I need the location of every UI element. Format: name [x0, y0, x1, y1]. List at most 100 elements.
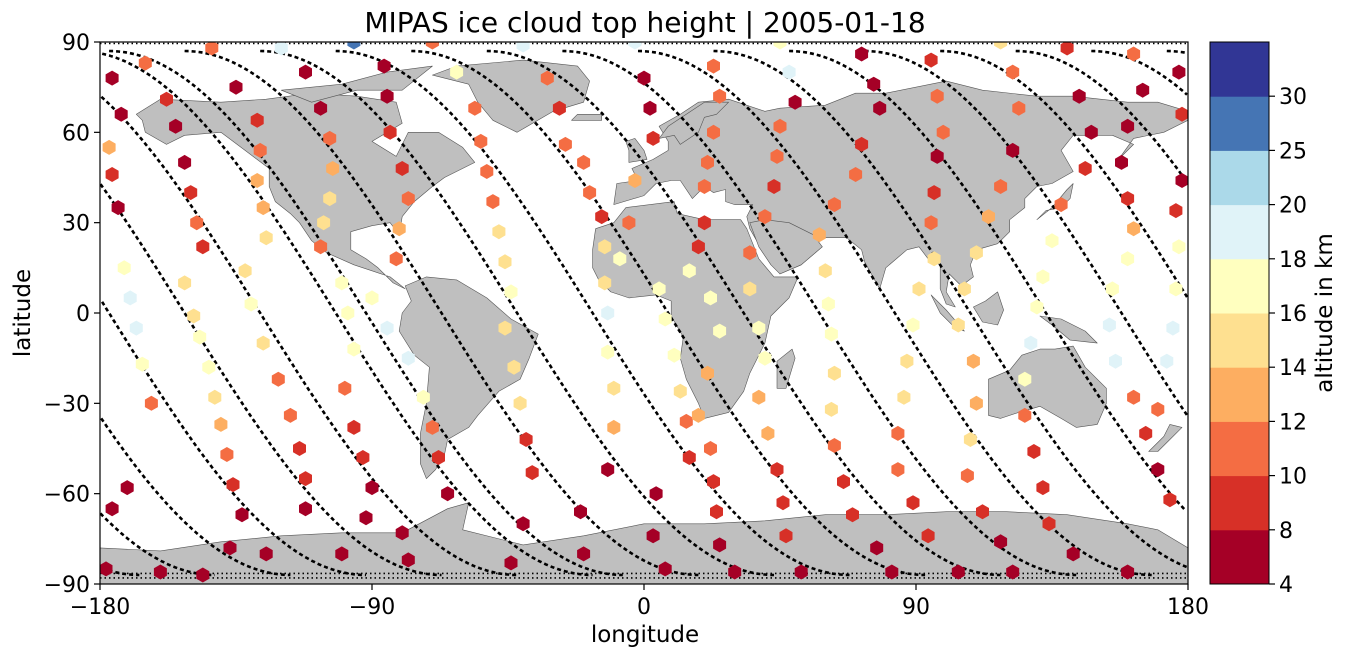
colorbar-tick-label: 14: [1279, 356, 1307, 381]
cloud-point: [1036, 269, 1050, 285]
colorbar-tick-label: 20: [1279, 194, 1307, 219]
y-tick-label: 90: [62, 31, 90, 56]
cloud-point: [1012, 100, 1026, 116]
cloud-point: [105, 70, 119, 86]
cloud-point: [380, 88, 394, 104]
cloud-point: [283, 407, 297, 423]
land-new-zealand: [1148, 424, 1183, 452]
land-scandinavia: [658, 101, 729, 145]
cloud-point: [930, 148, 944, 164]
cloud-point: [658, 311, 672, 327]
cloud-point: [682, 450, 696, 465]
cloud-point: [196, 567, 210, 583]
cloud-point: [691, 407, 705, 423]
orbit-track: [637, 49, 1152, 577]
cloud-point: [105, 167, 119, 182]
cloud-point: [347, 341, 361, 357]
cloud-point: [994, 42, 1008, 50]
cloud-point: [220, 447, 234, 462]
orbit-track: [713, 49, 1188, 569]
cloud-point: [450, 64, 464, 80]
orbit-track: [864, 49, 1188, 416]
cloud-point: [356, 450, 370, 465]
orbit-track: [1015, 49, 1188, 182]
cloud-point: [577, 546, 591, 562]
cloud-point: [425, 419, 439, 435]
cloud-point: [129, 320, 143, 336]
cloud-point: [761, 425, 775, 441]
cloud-point: [468, 100, 482, 116]
cloud-point: [498, 320, 512, 336]
cloud-point: [1121, 191, 1135, 207]
cloud-point: [120, 480, 134, 496]
cloud-point: [293, 441, 306, 456]
cloud-point: [652, 281, 666, 297]
cloud-point: [1127, 389, 1141, 405]
cloud-point: [767, 179, 781, 194]
cloud-point: [1018, 371, 1032, 387]
orbit-track: [100, 417, 291, 577]
cloud-point: [855, 46, 869, 62]
cloud-point: [1175, 173, 1188, 188]
colorbar-segment: [1210, 313, 1269, 368]
orbit-track: [100, 183, 442, 577]
cloud-point: [607, 380, 621, 396]
cloud-point: [855, 136, 869, 152]
cloud-point: [779, 528, 793, 544]
cloud-point: [1072, 88, 1086, 104]
colorbar-tick-label: 12: [1279, 410, 1307, 435]
cloud-point: [144, 395, 158, 411]
orbit-track: [100, 301, 367, 577]
cloud-point: [1045, 233, 1059, 249]
orbit-track: [260, 49, 775, 577]
cloud-point: [299, 64, 312, 80]
cloud-point: [516, 516, 530, 532]
colorbar-tick-label: 10: [1279, 465, 1307, 490]
cloud-point: [202, 359, 216, 375]
cloud-point: [637, 70, 651, 86]
cloud-point: [178, 154, 192, 170]
cloud-point: [160, 91, 173, 107]
plot-area: [99, 41, 1189, 585]
cloud-point: [583, 185, 597, 201]
cloud-point: [701, 154, 714, 170]
orbit-track: [109, 49, 623, 577]
cloud-point: [601, 344, 615, 360]
x-axis-label: longitude: [591, 622, 699, 648]
land-indonesia-borneo: [973, 291, 1004, 326]
cloud-point: [383, 124, 397, 140]
colorbar-segment: [1210, 367, 1269, 422]
orbit-track: [789, 49, 1188, 512]
cloud-point: [208, 389, 222, 405]
cloud-point: [1139, 425, 1153, 441]
cloud-point: [628, 42, 642, 50]
cloud-point: [849, 167, 863, 182]
cloud-point: [770, 462, 784, 478]
cloud-point: [250, 173, 264, 188]
land-north-america: [136, 92, 476, 290]
cloud-point: [259, 546, 273, 562]
cloud-point: [1169, 281, 1183, 297]
cloud-point: [1054, 197, 1068, 213]
cloud-point: [507, 359, 521, 375]
cloud-point: [673, 383, 687, 399]
cloud-point: [794, 564, 808, 580]
cloud-point: [205, 42, 219, 56]
cloud-point: [649, 486, 663, 502]
colorbar-segment: [1210, 529, 1269, 585]
cloud-point: [416, 389, 430, 405]
cloud-point: [138, 55, 152, 71]
cloud-point: [1018, 407, 1032, 423]
cloud-point: [395, 525, 409, 541]
cloud-point: [752, 389, 766, 405]
cloud-point: [1172, 239, 1186, 255]
cloud-point: [704, 290, 717, 306]
cloud-point: [873, 100, 887, 116]
cloud-point: [710, 504, 723, 520]
cloud-point: [540, 70, 554, 86]
cloud-point: [184, 185, 198, 201]
cloud-point: [1006, 64, 1020, 80]
cloud-point: [969, 245, 983, 261]
cloud-point: [936, 124, 950, 140]
cloud-point: [667, 347, 681, 363]
